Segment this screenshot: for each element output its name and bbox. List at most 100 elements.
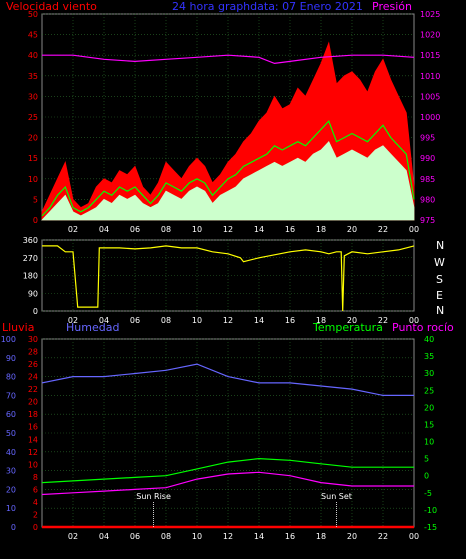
- compass-e: E: [436, 289, 443, 302]
- climate-ytick-humedad-22: 22: [28, 385, 38, 394]
- wind-xtick-00: 00: [409, 225, 419, 234]
- wind-ytick-right-1010: 1010: [420, 72, 440, 81]
- direction-xtick-02: 02: [68, 316, 78, 325]
- chart-layer: 0510152025303540455097598098599099510001…: [1, 10, 441, 541]
- direction-xtick-08: 08: [161, 316, 171, 325]
- climate-ytick-lluvia-100: 100: [1, 335, 16, 344]
- direction-xtick-12: 12: [223, 316, 233, 325]
- climate-xtick-16: 16: [285, 532, 295, 541]
- direction-ytick-360: 360: [23, 236, 38, 245]
- climate-ytick-humedad-4: 4: [33, 498, 38, 507]
- direction-ytick-90: 90: [28, 289, 38, 298]
- direction-xtick-18: 18: [316, 316, 326, 325]
- compass-n-top: N: [436, 239, 444, 252]
- climate-annotation-label-1: Sun Set: [321, 492, 352, 501]
- climate-ytick-temp-25: 25: [424, 386, 434, 395]
- climate-xtick-00: 00: [409, 532, 419, 541]
- climate-ytick-humedad-16: 16: [28, 423, 38, 432]
- climate-ytick-humedad-8: 8: [33, 473, 38, 482]
- climate-ytick-temp-10: 10: [424, 438, 434, 447]
- climate-ytick-humedad-12: 12: [28, 448, 38, 457]
- wind-ytick-right-1005: 1005: [420, 92, 440, 101]
- wind-ytick-right-1000: 1000: [420, 113, 440, 122]
- direction-ytick-180: 180: [23, 272, 38, 281]
- direction-ytick-0: 0: [33, 307, 38, 316]
- direction-xtick-04: 04: [99, 316, 109, 325]
- wind-ytick-left-30: 30: [28, 92, 38, 101]
- compass-w: W: [434, 256, 445, 269]
- climate-ytick-lluvia-30: 30: [6, 467, 16, 476]
- climate-ytick-lluvia-70: 70: [6, 391, 16, 400]
- direction-xtick-10: 10: [192, 316, 202, 325]
- climate-ytick-humedad-26: 26: [28, 360, 38, 369]
- climate-title-humedad: Humedad: [66, 321, 119, 334]
- wind-ytick-left-10: 10: [28, 175, 38, 184]
- climate-ytick-humedad-0: 0: [33, 523, 38, 532]
- climate-series-2: [41, 457, 414, 484]
- climate-title-rocio: Punto rocío: [392, 321, 454, 334]
- climate-xtick-18: 18: [316, 532, 326, 541]
- climate-ytick-lluvia-90: 90: [6, 354, 16, 363]
- climate-ytick-lluvia-0: 0: [11, 523, 16, 532]
- climate-ytick-lluvia-80: 80: [6, 373, 16, 382]
- compass-n-bottom: N: [436, 304, 444, 317]
- climate-ytick-humedad-18: 18: [28, 410, 38, 419]
- climate-ytick-temp-40: 40: [424, 335, 434, 344]
- wind-title-center: 24 hora graphdata: 07 Enero 2021: [172, 0, 363, 13]
- climate-ytick-humedad-10: 10: [28, 460, 38, 469]
- climate-ytick-temp-0: 0: [424, 472, 429, 481]
- wind-ytick-left-0: 0: [33, 216, 38, 225]
- wind-ytick-right-1015: 1015: [420, 51, 440, 60]
- wind-xtick-02: 02: [68, 225, 78, 234]
- climate-ytick-lluvia-60: 60: [6, 410, 16, 419]
- wind-ytick-right-975: 975: [420, 216, 435, 225]
- wind-xtick-10: 10: [192, 225, 202, 234]
- climate-xtick-02: 02: [68, 532, 78, 541]
- wind-ytick-left-35: 35: [28, 72, 38, 81]
- wind-ytick-left-50: 50: [28, 10, 38, 19]
- direction-xtick-20: 20: [347, 316, 357, 325]
- wind-xtick-16: 16: [285, 225, 295, 234]
- climate-series-3: [41, 471, 414, 496]
- climate-xtick-08: 08: [161, 532, 171, 541]
- climate-title-temperatura: Temperatura: [312, 321, 383, 334]
- climate-xtick-22: 22: [378, 532, 388, 541]
- climate-ytick-temp--5: -5: [424, 489, 432, 498]
- wind-ytick-right-995: 995: [420, 134, 435, 143]
- wind-xtick-20: 20: [347, 225, 357, 234]
- wind-series-3: [42, 54, 415, 65]
- climate-ytick-temp-15: 15: [424, 420, 434, 429]
- wind-ytick-left-25: 25: [28, 113, 38, 122]
- wind-ytick-right-980: 980: [420, 195, 435, 204]
- climate-series-1: [41, 363, 414, 396]
- direction-xtick-22: 22: [378, 316, 388, 325]
- climate-ytick-lluvia-40: 40: [6, 448, 16, 457]
- climate-ytick-humedad-24: 24: [28, 373, 38, 382]
- wind-xtick-12: 12: [223, 225, 233, 234]
- climate-ytick-temp-5: 5: [424, 455, 429, 464]
- climate-ytick-lluvia-20: 20: [6, 485, 16, 494]
- wind-title-left: Velocidad viento: [6, 0, 97, 13]
- climate-ytick-humedad-14: 14: [28, 435, 38, 444]
- wind-ytick-right-985: 985: [420, 175, 435, 184]
- direction-xtick-06: 06: [130, 316, 140, 325]
- wind-series-1: [41, 119, 415, 217]
- climate-annotation-label-0: Sun Rise: [136, 492, 171, 501]
- climate-ytick-humedad-2: 2: [33, 510, 38, 519]
- climate-ytick-temp-20: 20: [424, 403, 434, 412]
- wind-xtick-04: 04: [99, 225, 109, 234]
- climate-xtick-20: 20: [347, 532, 357, 541]
- climate-title-lluvia: Lluvia: [2, 321, 34, 334]
- climate-ytick-humedad-20: 20: [28, 398, 38, 407]
- wind-xtick-08: 08: [161, 225, 171, 234]
- climate-ytick-humedad-28: 28: [28, 348, 38, 357]
- direction-series-0: [42, 245, 415, 312]
- climate-ytick-temp-35: 35: [424, 352, 434, 361]
- climate-ytick-humedad-6: 6: [33, 485, 38, 494]
- climate-xtick-04: 04: [99, 532, 109, 541]
- wind-series-2: [41, 140, 415, 221]
- wind-ytick-left-15: 15: [28, 154, 38, 163]
- wind-ytick-right-1020: 1020: [420, 31, 440, 40]
